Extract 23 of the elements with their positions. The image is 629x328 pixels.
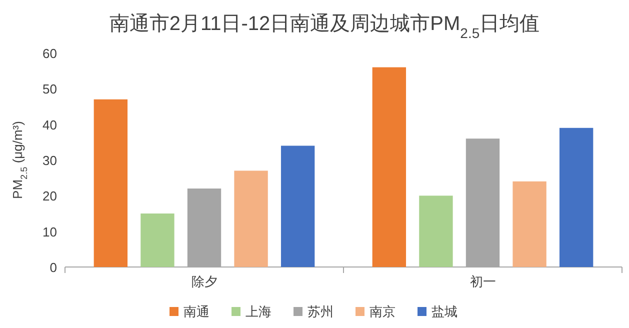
x-tick-label: 初一 [470,274,496,289]
bar [140,214,174,267]
legend-label: 南通 [184,304,210,319]
y-tick-label: 40 [42,117,57,132]
legend-label: 苏州 [308,304,334,319]
legend-label: 盐城 [432,304,458,319]
y-tick-label: 0 [50,260,57,275]
y-tick-label: 20 [42,188,57,204]
bar [372,67,406,267]
bar [419,196,453,267]
bar [94,99,128,267]
bar [559,128,594,267]
x-tick-label: 除夕 [191,274,218,289]
y-tick-label: 30 [42,153,57,168]
chart-title: 南通市2月11日-12日南通及周边城市PM$_{2.5}$日均值 [109,13,540,41]
y-tick-label: 10 [42,224,57,240]
y-tick-label: 60 [42,46,57,61]
y-tick-label: 50 [42,82,57,97]
bar [280,146,315,267]
bar [234,170,268,267]
legend-label: 南京 [370,304,396,319]
legend-label: 上海 [246,304,272,319]
bar [512,181,546,267]
